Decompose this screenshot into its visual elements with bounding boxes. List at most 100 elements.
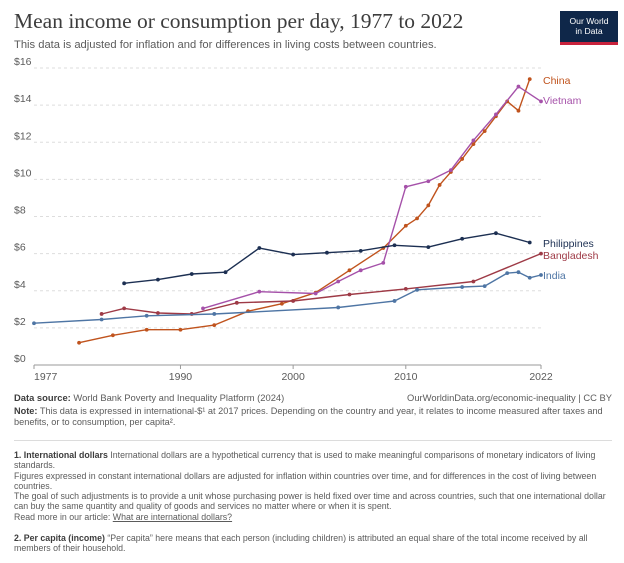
data-point-vietnam [336,279,341,284]
chart-title: Mean income or consumption per day, 1977… [14,9,464,33]
source-url[interactable]: OurWorldinData.org/economic-inequality |… [407,392,612,403]
data-point-india [516,270,521,275]
y-tick-label: $10 [14,167,32,179]
legend-label-india: India [543,270,566,282]
data-point-philippines [494,231,498,236]
data-point-india [482,284,487,289]
x-tick-label: 1990 [169,371,193,383]
data-point-philippines [358,248,363,253]
note-text: This data is expressed in international-… [14,406,603,427]
data-point-vietnam [358,268,363,273]
legend-label-bangladesh: Bangladesh [543,250,599,262]
data-point-philippines [156,277,160,282]
data-point-bangladesh [403,286,408,291]
x-tick-label: 1977 [34,371,58,383]
y-tick-label: $6 [14,242,26,254]
x-tick-label: 2010 [394,371,418,383]
data-point-vietnam [516,84,521,89]
series-line-india [33,271,542,324]
data-point-india [212,312,217,316]
data-point-philippines [325,250,329,255]
fn1-paragraph-2: Figures expressed in constant internatio… [14,470,597,491]
data-point-china [77,340,81,345]
data-point-india [32,321,36,326]
data-point-china [403,223,408,228]
data-point-vietnam [257,289,262,294]
data-point-china [279,301,284,306]
legend-label-philippines: Philippines [543,238,594,250]
chart-subtitle: This data is adjusted for inflation and … [14,39,437,51]
data-point-philippines [189,272,194,276]
y-tick-label: $0 [14,353,26,365]
data-point-china [144,327,149,332]
data-point-china [212,323,217,327]
data-point-china [110,333,115,338]
data-point-vietnam [494,112,498,117]
data-point-philippines [392,243,397,248]
chart-note: Note: This data is expressed in internat… [14,406,614,428]
data-point-philippines [460,236,465,241]
data-point-india [505,271,510,276]
y-tick-label: $4 [14,279,26,291]
y-tick-label: $14 [14,93,32,105]
data-point-vietnam [471,138,476,143]
source-text: World Bank Poverty and Inequality Platfo… [70,392,285,403]
footnote-per-capita: 2. Per capita (income) “Per capita” here… [14,533,614,554]
legend-label-vietnam: Vietnam [543,95,582,107]
data-point-vietnam [539,99,543,104]
data-point-vietnam [403,184,408,189]
data-point-bangladesh [539,251,543,256]
data-point-china [347,268,352,273]
fn2-text: “Per capita” here means that each person… [14,533,588,554]
data-point-philippines [291,252,296,257]
y-tick-label: $8 [14,205,26,217]
data-point-india [460,285,465,289]
data-point-india [144,313,149,318]
legend-label-china: China [543,75,571,87]
data-point-bangladesh [291,299,296,303]
series-line-china [78,78,531,344]
y-tick-label: $2 [14,316,26,328]
fn1-read-more: Read more in our article: [14,511,113,522]
y-tick-label: $12 [14,130,32,142]
data-point-vietnam [426,179,431,184]
line-chart: $0 $2 $4 $6 $8 $10 $12 $14 $16 1977 1990 2000 2010 20… [14,56,599,383]
footnote-divider [14,440,612,441]
data-point-india [336,305,341,310]
series-line-philippines [124,232,530,284]
data-point-china [471,142,476,147]
data-point-bangladesh [122,306,127,311]
owid-logo[interactable]: Our World in Data [560,11,618,45]
fn1-label: 1. International dollars [14,450,108,460]
note-label: Note: [14,406,38,416]
series-line-bangladesh [101,252,542,315]
data-point-bangladesh [347,292,352,297]
data-point-philippines [257,246,262,250]
data-point-bangladesh [99,312,104,316]
data-point-vietnam [448,168,453,172]
data-point-china [415,216,419,221]
data-point-china [426,203,431,208]
fn1-text: International dollars are a hypothetical… [14,450,596,471]
data-point-vietnam [201,306,205,311]
logo-line2: in Data [575,26,603,36]
logo-line1: Our World [569,16,609,26]
y-tick-label: $16 [14,56,32,68]
data-point-china [460,157,465,161]
data-point-philippines [527,240,532,245]
data-point-india [392,299,397,303]
x-tick-label: 2000 [281,371,305,383]
x-tick-label: 2022 [529,371,553,383]
data-point-china [178,327,183,332]
data-point-philippines [122,281,127,286]
fn1-link[interactable]: What are international dollars? [112,511,233,522]
data-point-bangladesh [471,279,476,284]
data-point-china [437,183,442,187]
data-source: Data source: World Bank Poverty and Ineq… [14,392,284,403]
data-point-bangladesh [156,311,160,315]
data-point-vietnam [313,291,318,296]
footnote-international-dollars: 1. International dollars International d… [14,450,614,522]
data-point-india [539,273,543,277]
data-point-philippines [426,245,431,250]
fn2-label: 2. Per capita (income) [14,533,105,543]
